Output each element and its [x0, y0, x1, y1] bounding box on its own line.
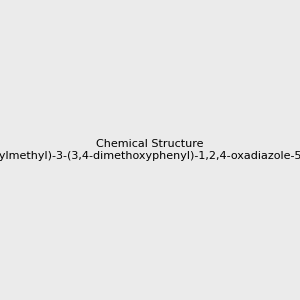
Text: Chemical Structure
N-(1-adamantylmethyl)-3-(3,4-dimethoxyphenyl)-1,2,4-oxadiazol: Chemical Structure N-(1-adamantylmethyl)…	[0, 139, 300, 161]
